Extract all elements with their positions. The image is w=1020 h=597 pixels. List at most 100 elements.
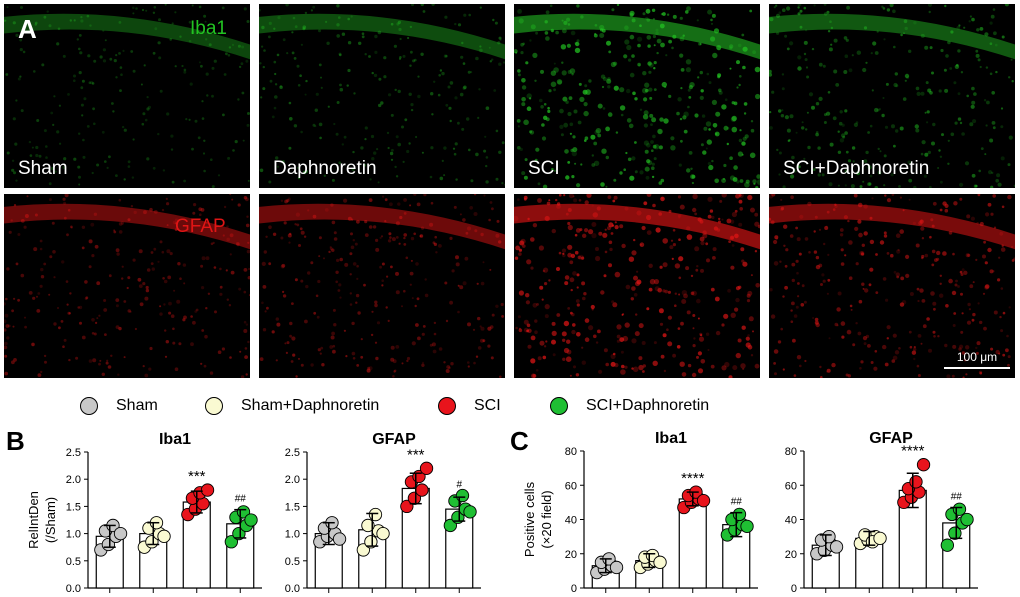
data-point	[412, 469, 426, 484]
data-point	[196, 497, 210, 511]
data-point	[858, 528, 872, 542]
chart-title: Iba1	[159, 431, 191, 448]
bar	[139, 532, 168, 589]
iba1-micrograph-1: Sham	[4, 4, 250, 188]
data-point	[825, 538, 839, 552]
y-tick-label: 40	[565, 515, 577, 527]
gfap-micrograph-3	[514, 194, 760, 378]
iba1-stain-label: Iba1	[190, 18, 227, 39]
data-point	[725, 512, 739, 527]
data-point	[328, 526, 342, 541]
legend-label: Sham+Daphnoretin	[241, 397, 380, 414]
legend-item-sci-daphnoretin: SCI+Daphnoretin	[550, 392, 709, 420]
data-point	[188, 502, 203, 516]
chart-title: GFAP	[869, 430, 913, 447]
panel-label-b: B	[6, 426, 25, 456]
data-point	[181, 507, 195, 522]
legend-item-sci: SCI	[438, 392, 501, 420]
data-point	[232, 526, 246, 541]
data-point	[955, 516, 970, 530]
data-point	[916, 458, 931, 472]
group-label: Daphnoretin	[273, 158, 377, 179]
data-point	[829, 540, 844, 554]
panel-label-a: A	[18, 14, 37, 44]
bar	[445, 508, 474, 589]
legend-item-sham-daphnoretin: Sham+Daphnoretin	[205, 392, 379, 420]
data-point	[605, 559, 619, 573]
bar	[182, 501, 211, 589]
data-point	[463, 505, 477, 519]
y-tick-label: 0	[571, 583, 577, 595]
data-point	[455, 488, 470, 503]
data-point	[458, 502, 473, 516]
legend-label: Sham	[116, 397, 158, 414]
data-point	[145, 535, 159, 549]
data-point	[236, 505, 251, 519]
y-tick-label: 60	[785, 480, 797, 492]
legend-dot-sham-daphnoretin	[205, 397, 223, 415]
data-point	[653, 555, 667, 569]
chart-2: GFAP 0.0 0.5 1.0 1.5 2.0 2.5 *** #	[285, 431, 481, 595]
data-point	[106, 518, 120, 533]
bar	[722, 524, 751, 589]
data-point	[648, 553, 663, 568]
data-point	[415, 483, 429, 497]
iba1-micrograph-3: SCI	[514, 4, 760, 188]
data-point	[448, 494, 462, 508]
data-point	[244, 513, 258, 527]
bar	[898, 489, 927, 589]
bar	[855, 537, 884, 589]
data-point	[224, 535, 238, 549]
y-tick-label: 1.5	[285, 501, 300, 513]
data-point	[451, 510, 465, 524]
panel-label-c: C	[510, 426, 529, 456]
data-point	[142, 521, 156, 535]
data-point	[325, 516, 339, 530]
data-point	[696, 494, 711, 508]
scale-bar-label: 100 μm	[956, 350, 998, 364]
iba1-stain-label-holder: Iba1	[190, 18, 250, 44]
iba1-micrograph-2: Daphnoretin	[259, 4, 505, 188]
data-point	[948, 526, 962, 540]
data-point	[113, 526, 128, 541]
significance-label: ****	[901, 443, 925, 460]
significance-label: ***	[407, 446, 425, 463]
y-axis-label: RelIntDen	[26, 491, 41, 549]
chart-1: Iba1 0.0 0.5 1.0 1.5 2.0 2.5 RelIntDen (/Sham) **…	[26, 431, 262, 595]
bar	[942, 522, 971, 589]
data-point	[609, 560, 624, 575]
y-tick-label: 2.5	[66, 447, 81, 459]
data-point	[137, 540, 151, 554]
data-point	[597, 562, 612, 576]
data-point	[861, 533, 875, 547]
data-point	[332, 532, 347, 546]
y-axis-label: (×20 field)	[539, 490, 554, 548]
iba1-micrograph-4: SCI+Daphnoretin	[769, 4, 1015, 188]
y-axis-label: (/Sham)	[43, 497, 58, 543]
significance-label: ##	[235, 494, 247, 505]
data-point	[101, 537, 116, 552]
data-point	[638, 550, 652, 564]
data-point	[912, 485, 926, 499]
gfap-stain-label-holder: GFAP	[175, 216, 245, 242]
data-point	[735, 517, 750, 532]
y-tick-label: 20	[565, 549, 577, 561]
y-tick-label: 0.5	[66, 556, 81, 568]
data-point	[368, 507, 383, 522]
significance-label: ***	[188, 468, 206, 485]
gfap-stain-label: GFAP	[175, 216, 226, 237]
y-axis-label: Positive cells	[522, 481, 537, 557]
data-point	[945, 507, 959, 522]
y-tick-label: 0.5	[285, 556, 300, 568]
y-tick-label: 60	[565, 480, 577, 492]
data-point	[364, 535, 378, 549]
data-point	[728, 523, 742, 537]
data-point	[229, 510, 243, 524]
bar	[591, 565, 620, 589]
data-point	[677, 500, 691, 515]
data-point	[193, 486, 207, 500]
bar	[678, 498, 707, 589]
scale-bar: 100 μm	[944, 350, 1010, 369]
chart-title: GFAP	[372, 431, 416, 448]
data-point	[740, 519, 754, 533]
